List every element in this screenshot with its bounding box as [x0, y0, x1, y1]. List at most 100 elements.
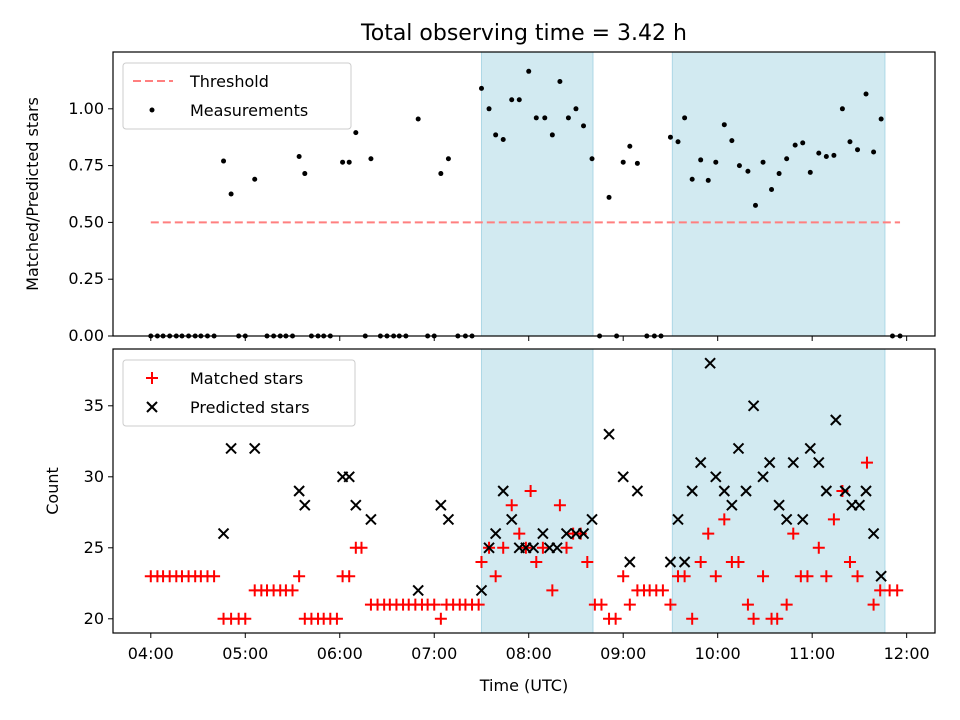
- measurement-point: [620, 159, 626, 165]
- measurement-point: [346, 159, 352, 165]
- y-tick-label: 0.00: [68, 326, 104, 345]
- shaded-interval: [671, 51, 886, 337]
- measurement-point: [760, 159, 766, 165]
- predicted-point: [343, 471, 355, 483]
- predicted-point: [497, 485, 509, 497]
- matched-point: [709, 570, 722, 583]
- matched-point: [678, 570, 691, 583]
- measurement-point: [478, 85, 484, 91]
- matched-point: [623, 598, 636, 611]
- predicted-point: [726, 499, 738, 511]
- predicted-point: [489, 527, 502, 540]
- x-tick-label: 07:00: [411, 644, 457, 663]
- bottom-axes-frame: [112, 348, 936, 634]
- bottom-legend: Matched stars Predicted stars: [122, 359, 356, 427]
- predicted-point: [586, 513, 598, 526]
- matched-point: [239, 612, 252, 625]
- matched-point: [553, 499, 566, 512]
- matched-point: [609, 612, 622, 625]
- matched-point: [428, 598, 441, 611]
- matched-point: [497, 541, 510, 554]
- matched-point: [780, 598, 793, 611]
- predicted-point: [249, 442, 261, 455]
- measurement-point: [565, 115, 571, 121]
- matched-point: [771, 612, 784, 625]
- predicted-point: [718, 485, 731, 497]
- legend-measurements-swatch: [149, 107, 155, 113]
- measurement-point: [823, 154, 829, 160]
- predicted-point: [293, 485, 305, 497]
- measurement-point: [296, 154, 302, 160]
- matched-point: [656, 584, 669, 597]
- predicted-point: [839, 485, 851, 497]
- predicted-point: [624, 556, 636, 568]
- predicted-point: [506, 513, 518, 526]
- measurement-point: [800, 140, 806, 146]
- predicted-point: [577, 527, 590, 540]
- measurement-point: [486, 106, 492, 112]
- predicted-point: [217, 527, 230, 540]
- matched-point: [702, 527, 715, 540]
- predicted-point: [780, 513, 793, 526]
- y-tick-label: 35: [84, 396, 104, 415]
- shaded-interval: [480, 348, 594, 634]
- measurement-point: [682, 115, 688, 121]
- measurement-point: [445, 156, 451, 162]
- matched-point: [664, 598, 677, 611]
- matched-point: [617, 570, 630, 583]
- measurement-point: [847, 139, 853, 145]
- matched-point: [686, 612, 699, 625]
- measurement-point: [228, 191, 234, 197]
- measurement-point: [252, 176, 258, 182]
- measurement-point: [516, 97, 522, 103]
- measurement-point: [368, 156, 374, 162]
- matched-point: [851, 570, 864, 583]
- predicted-point: [603, 428, 615, 440]
- measurement-point: [675, 139, 681, 145]
- measurement-point: [863, 91, 869, 97]
- predicted-point: [732, 442, 745, 455]
- predicted-point: [804, 442, 816, 455]
- x-tick-label: 04:00: [128, 644, 174, 663]
- predicted-point: [631, 485, 644, 497]
- x-tick-label: 06:00: [317, 644, 363, 663]
- predicted-point: [350, 499, 362, 511]
- bottom-shaded-intervals: [480, 348, 886, 634]
- predicted-point: [435, 499, 447, 511]
- matched-point: [581, 556, 594, 568]
- matched-point: [286, 584, 299, 597]
- predicted-point: [225, 442, 237, 455]
- measurement-point: [438, 171, 444, 177]
- predicted-point: [740, 485, 752, 497]
- predicted-point: [860, 485, 872, 497]
- measurement-point: [745, 168, 751, 174]
- measurement-point: [415, 116, 421, 122]
- matched-point: [513, 527, 526, 540]
- shaded-interval: [671, 348, 886, 634]
- predicted-point: [773, 499, 785, 511]
- legend-matched-swatch: [146, 372, 158, 384]
- matched-point: [546, 584, 559, 597]
- predicted-point: [299, 499, 311, 511]
- predicted-point: [747, 400, 760, 412]
- matched-point: [489, 570, 502, 583]
- x-tick-label: 12:00: [884, 644, 930, 663]
- predicted-point: [551, 542, 563, 554]
- predicted-point: [797, 513, 809, 526]
- matched-point: [718, 513, 731, 526]
- top-axes-frame: [112, 51, 936, 337]
- matched-point: [694, 556, 707, 568]
- predicted-point: [483, 542, 495, 554]
- measurement-point: [221, 158, 227, 164]
- matched-point: [524, 485, 537, 497]
- measurement-point: [634, 160, 640, 166]
- predicted-point: [412, 584, 424, 597]
- measurement-point: [736, 163, 742, 169]
- y-tick-label: 20: [84, 609, 104, 628]
- legend-predicted-label: Predicted stars: [190, 398, 310, 417]
- measurement-point: [509, 97, 515, 103]
- matched-point: [330, 612, 343, 625]
- predicted-point: [560, 527, 573, 540]
- predicted-point: [664, 556, 677, 568]
- matched-point: [472, 598, 485, 611]
